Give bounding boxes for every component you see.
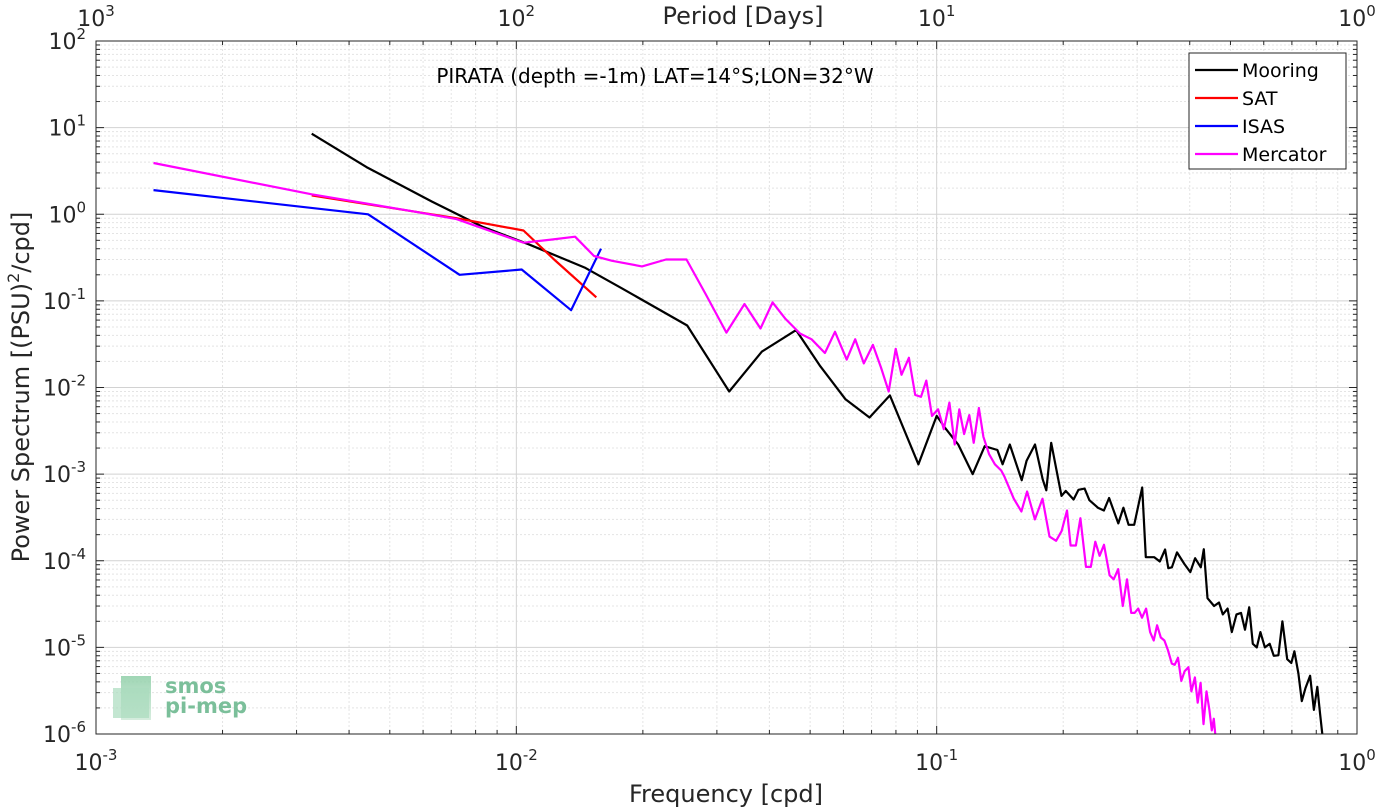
- tick-base: 10: [48, 30, 76, 55]
- tick-base: 10: [1338, 7, 1366, 32]
- tick-exponent: -1: [71, 285, 86, 303]
- tick-marks: [95, 40, 1358, 735]
- legend-label-mercator: Mercator: [1242, 144, 1327, 166]
- tick-base: 10: [43, 377, 71, 402]
- legend-label-isas: ISAS: [1242, 116, 1285, 138]
- legend: Mooring SAT ISAS Mercator: [1188, 52, 1347, 170]
- tick-base: 10: [918, 7, 946, 32]
- tick-exponent: -3: [103, 746, 118, 764]
- series-line-mercator: [153, 161, 1217, 734]
- y-axis-label: Power Spectrum [(PSU)2/cpd]: [4, 212, 35, 563]
- y-tick-label: 102: [48, 25, 86, 55]
- tick-exponent: 1: [76, 112, 86, 130]
- minor-grid: [96, 41, 1357, 734]
- chart-title: PIRATA (depth =-1m) LAT=14°S;LON=32°W: [436, 64, 874, 88]
- tick-exponent: 1: [946, 2, 956, 20]
- tick-exponent: -6: [71, 718, 86, 736]
- y-tick-label: 10-4: [43, 545, 86, 575]
- y-tick-label: 10-5: [43, 631, 86, 661]
- tick-exponent: -1: [943, 746, 958, 764]
- tick-base: 10: [915, 751, 943, 776]
- x-tick-label: 100: [1338, 746, 1376, 776]
- x-tick-label: 10-2: [495, 746, 538, 776]
- logo-mark-layer: [113, 688, 149, 718]
- tick-exponent: 3: [105, 2, 115, 20]
- x-tick-label: 10-1: [915, 746, 958, 776]
- series-layer: [153, 132, 1324, 734]
- y-axis-label-base: Power Spectrum [(PSU): [7, 283, 35, 562]
- tick-base: 10: [48, 117, 76, 142]
- smos-pi-mep-logo: smos pi-mep: [113, 674, 247, 720]
- legend-label-sat: SAT: [1242, 88, 1278, 110]
- tick-exponent: -3: [71, 458, 86, 476]
- y-axis-label-sup: 2: [4, 273, 23, 283]
- y-tick-label: 10-1: [43, 285, 86, 315]
- tick-base: 10: [48, 203, 76, 228]
- top-x-tick-label: 100: [1338, 2, 1376, 32]
- tick-exponent: 0: [76, 198, 86, 216]
- top-x-tick-label: 103: [77, 2, 115, 32]
- legend-label-mooring: Mooring: [1242, 60, 1319, 82]
- logo-text-pi-mep: pi-mep: [165, 694, 247, 718]
- tick-exponent: -2: [523, 746, 538, 764]
- tick-base: 10: [43, 550, 71, 575]
- top-x-tick-label: 102: [498, 2, 536, 32]
- tick-base: 10: [43, 723, 71, 748]
- series-line-mooring: [311, 132, 1324, 734]
- y-tick-label: 10-2: [43, 372, 86, 402]
- series-line-isas: [153, 189, 602, 312]
- y-tick-label: 100: [48, 198, 86, 228]
- y-tick-label: 10-6: [43, 718, 86, 748]
- x-axis-label: Frequency [cpd]: [629, 780, 823, 808]
- tick-base: 10: [77, 7, 105, 32]
- top-x-axis-label: Period [Days]: [662, 2, 823, 30]
- tick-base: 10: [43, 463, 71, 488]
- tick-base: 10: [43, 290, 71, 315]
- y-tick-label: 10-3: [43, 458, 86, 488]
- tick-exponent: 2: [76, 25, 86, 43]
- legend-box: [1188, 52, 1347, 170]
- tick-base: 10: [75, 751, 103, 776]
- tick-base: 10: [498, 7, 526, 32]
- x-tick-label: 10-3: [75, 746, 118, 776]
- y-axis-label-tail: /cpd]: [7, 212, 35, 273]
- tick-exponent: 0: [1366, 2, 1376, 20]
- logo-text-smos: smos: [165, 674, 226, 698]
- tick-exponent: -2: [71, 372, 86, 390]
- tick-exponent: 0: [1366, 746, 1376, 764]
- tick-base: 10: [43, 636, 71, 661]
- tick-base: 10: [495, 751, 523, 776]
- tick-exponent: -5: [71, 631, 86, 649]
- y-tick-label: 101: [48, 112, 86, 142]
- tick-exponent: -4: [71, 545, 86, 563]
- tick-exponent: 2: [526, 2, 536, 20]
- tick-base: 10: [1338, 751, 1366, 776]
- top-x-tick-label: 101: [918, 2, 956, 32]
